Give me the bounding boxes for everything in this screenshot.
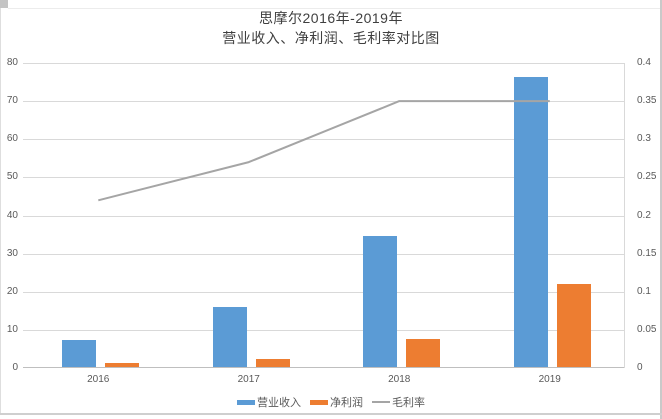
y-axis-left-tick: 20: [6, 285, 18, 297]
x-axis-label-2017: 2017: [237, 374, 260, 385]
y-axis-right-tick: 0.2: [637, 209, 651, 221]
x-axis-label-2016: 2016: [87, 374, 110, 385]
card-bottom-border: [0, 413, 662, 415]
bar-net-profit-2019: [556, 284, 591, 367]
gridline: [23, 330, 625, 331]
legend-label-gross-margin: 毛利率: [392, 397, 425, 409]
bar-revenue-2016: [62, 340, 97, 367]
gridline: [23, 63, 625, 64]
gridline: [23, 254, 625, 255]
gross-margin-line: [98, 100, 550, 202]
y-axis-right-tick: 0.05: [637, 323, 657, 335]
y-axis-left-tick: 70: [6, 95, 18, 107]
y-axis-right-tick: 0: [637, 362, 643, 373]
gridline: [23, 216, 625, 217]
chart-title-line2: 营业收入、净利润、毛利率对比图: [222, 30, 440, 46]
card-left-border: [0, 8, 1, 415]
legend-item-net-profit: 净利润: [310, 394, 363, 410]
legend-item-revenue: 营业收入: [237, 394, 301, 410]
legend: 营业收入 净利润 毛利率: [0, 394, 662, 410]
legend-swatch-net-profit: [310, 399, 328, 405]
y-axis-right-tick: 0.4: [637, 57, 651, 68]
y-axis-left-tick: 50: [6, 171, 18, 183]
bar-revenue-2019: [513, 76, 548, 367]
card-top-border: [8, 8, 660, 9]
card-right-border: [660, 0, 662, 419]
legend-label-net-profit: 净利润: [330, 397, 363, 409]
gridline: [23, 292, 625, 293]
y-axis-right-tick: 0.35: [637, 95, 657, 107]
plot-area: [23, 63, 625, 368]
y-axis-left-tick: 80: [6, 57, 18, 68]
y-axis-right-tick: 0.1: [637, 285, 651, 297]
right-axis-line: [624, 63, 625, 368]
chart-title-line1: 思摩尔2016年-2019年: [259, 10, 403, 26]
x-axis-label-2019: 2019: [538, 374, 561, 385]
y-axis-right-tick: 0.3: [637, 133, 651, 145]
legend-swatch-revenue: [237, 399, 255, 405]
y-axis-right-tick: 0.25: [637, 171, 657, 183]
window-corner-fragment: [0, 0, 8, 8]
gridline: [23, 177, 625, 178]
bar-net-profit-2018: [406, 339, 441, 367]
y-axis-left-tick: 60: [6, 133, 18, 145]
x-axis-label-2018: 2018: [388, 374, 411, 385]
legend-label-revenue: 营业收入: [257, 397, 301, 409]
bar-revenue-2017: [212, 307, 247, 367]
y-axis-left-tick: 40: [6, 209, 18, 221]
bar-revenue-2018: [363, 236, 398, 367]
y-axis-right-tick: 0.15: [637, 247, 657, 259]
gridline: [23, 101, 625, 102]
y-axis-left-tick: 0: [12, 362, 18, 373]
y-axis-left-tick: 30: [6, 247, 18, 259]
legend-swatch-gross-margin: [372, 401, 390, 403]
y-axis-left-tick: 10: [6, 323, 18, 335]
x-axis-line: [23, 367, 625, 368]
legend-item-gross-margin: 毛利率: [372, 394, 425, 410]
bar-net-profit-2016: [105, 362, 140, 367]
bar-net-profit-2017: [255, 358, 290, 367]
gridline: [23, 139, 625, 140]
chart-title: 思摩尔2016年-2019年 营业收入、净利润、毛利率对比图: [0, 8, 662, 48]
